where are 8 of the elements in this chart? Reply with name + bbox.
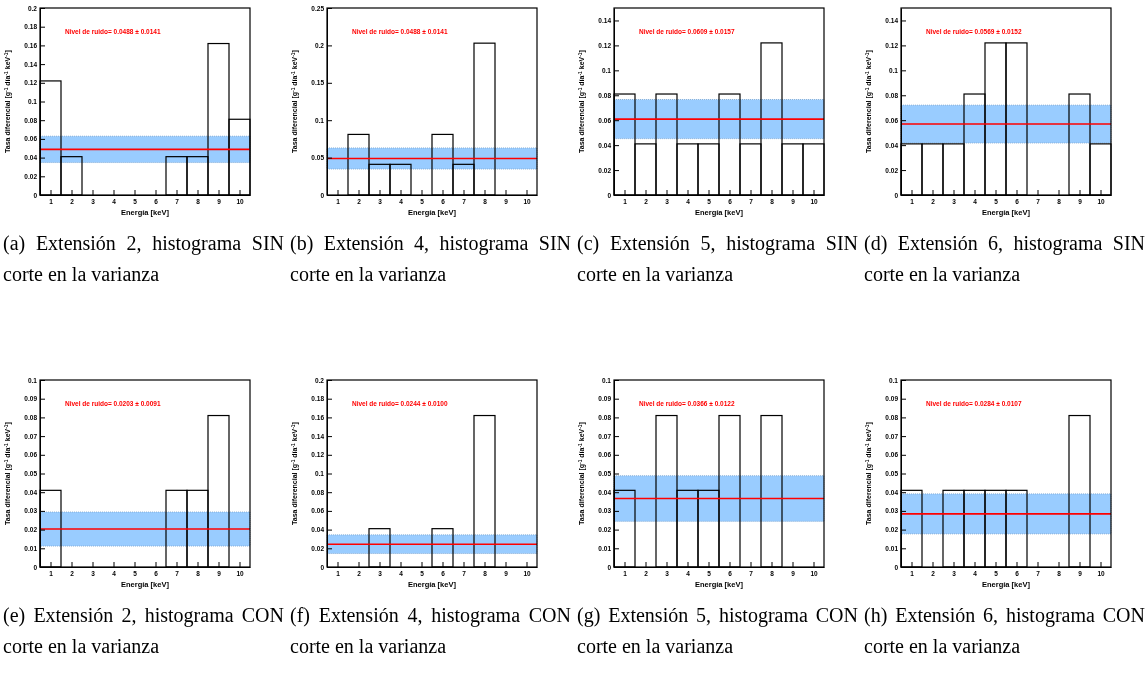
text: (f) Extensión 4, histograma CON corte en la varianza [289, 603, 572, 659]
text: (d) Extensión 6, histograma SIN corte en la varianza [863, 231, 1146, 287]
text: (b) Extensión 4, histograma SIN corte en la varianza [289, 231, 572, 287]
text: (a) Extensión 2, histograma SIN corte en la varianza [2, 231, 285, 287]
text: (g) Extensión 5, histograma CON corte en la varianza [576, 603, 859, 659]
text: (h) Extensión 6, histograma CON corte en la varianza [863, 603, 1146, 659]
text: (c) Extensión 5, histograma SIN corte en la varianza [576, 231, 859, 287]
text: (e) Extensión 2, histograma CON corte en la varianza [2, 603, 285, 659]
